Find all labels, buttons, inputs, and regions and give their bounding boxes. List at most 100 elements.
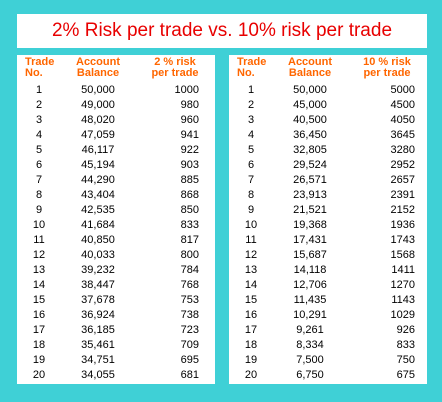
account-balance-cell: 47,059 xyxy=(81,129,115,141)
risk-amount-cell: 2657 xyxy=(390,174,415,186)
account-balance-cell: 45,194 xyxy=(81,159,115,171)
account-balance-cell: 6,750 xyxy=(296,369,324,381)
trade-no-cell: 11 xyxy=(33,234,45,246)
account-balance-cell: 8,334 xyxy=(296,339,324,351)
risk-amount-cell: 738 xyxy=(180,309,199,321)
right-table-header-row: Trade No. Account Balance 10 % risk per … xyxy=(229,55,427,83)
risk-amount-cell: 1270 xyxy=(390,279,415,291)
account-balance-cell: 40,850 xyxy=(81,234,115,246)
risk-amount-cell: 3645 xyxy=(390,129,415,141)
trade-no-cell: 20 xyxy=(32,369,46,381)
account-balance-cell: 36,450 xyxy=(293,129,327,141)
trade-no-cell: 12 xyxy=(32,249,46,261)
table-row: 15 11,435 1143 xyxy=(229,293,427,308)
account-balance-cell: 43,404 xyxy=(81,189,115,201)
account-balance-cell: 14,118 xyxy=(293,264,327,276)
risk-amount-cell: 817 xyxy=(180,234,199,246)
risk-amount-cell: 960 xyxy=(180,114,199,126)
trade-no-cell: 14 xyxy=(32,279,46,291)
table-row: 3 40,500 4050 xyxy=(229,113,427,128)
account-balance-cell: 32,805 xyxy=(293,144,327,156)
left-table-panel: Trade No. Account Balance 2 % risk per t… xyxy=(17,55,215,384)
table-row: 15 37,678 753 xyxy=(17,293,215,308)
risk-amount-cell: 1936 xyxy=(390,219,415,231)
account-balance-cell: 36,185 xyxy=(81,324,115,336)
table-row: 7 26,571 2657 xyxy=(229,173,427,188)
table-row: 20 34,055 681 xyxy=(17,368,215,383)
risk-amount-cell: 1568 xyxy=(390,249,415,261)
trade-no-cell: 8 xyxy=(247,189,255,201)
trade-no-cell: 2 xyxy=(35,99,43,111)
risk-amount-cell: 941 xyxy=(180,129,199,141)
left-table-body: 1 50,000 1000 2 49,000 980 3 48,020 960 4 47,059 94… xyxy=(17,83,215,383)
trade-no-cell: 4 xyxy=(35,129,43,141)
trade-no-cell: 16 xyxy=(32,309,46,321)
table-row: 8 43,404 868 xyxy=(17,188,215,203)
risk-amount-cell: 4050 xyxy=(390,114,415,126)
risk-amount-cell: 768 xyxy=(180,279,199,291)
account-balance-cell: 40,500 xyxy=(293,114,327,126)
risk-amount-cell: 2952 xyxy=(390,159,415,171)
account-balance-cell: 9,261 xyxy=(296,324,324,336)
trade-no-cell: 7 xyxy=(247,174,255,186)
table-row: 9 42,535 850 xyxy=(17,203,215,218)
account-balance-cell: 26,571 xyxy=(293,174,327,186)
left-table-header-row: Trade No. Account Balance 2 % risk per t… xyxy=(17,55,215,83)
trade-no-cell: 17 xyxy=(244,324,258,336)
trade-no-cell: 13 xyxy=(32,264,46,276)
risk-amount-cell: 753 xyxy=(180,294,199,306)
right-header-risk-line2: per trade xyxy=(363,67,411,79)
table-row: 19 34,751 695 xyxy=(17,353,215,368)
table-row: 5 32,805 3280 xyxy=(229,143,427,158)
table-row: 1 50,000 5000 xyxy=(229,83,427,98)
trade-no-cell: 18 xyxy=(244,339,258,351)
right-header-trade-no: Trade No. xyxy=(229,55,273,83)
account-balance-cell: 39,232 xyxy=(81,264,115,276)
risk-amount-cell: 903 xyxy=(180,159,199,171)
table-row: 20 6,750 675 xyxy=(229,368,427,383)
left-header-account-line2: Balance xyxy=(76,67,120,79)
risk-amount-cell: 833 xyxy=(180,219,199,231)
account-balance-cell: 7,500 xyxy=(296,354,324,366)
trade-no-cell: 18 xyxy=(32,339,46,351)
page-title: 2% Risk per trade vs. 10% risk per trade xyxy=(51,20,393,41)
trade-no-cell: 3 xyxy=(35,114,43,126)
left-header-risk-per-trade: 2 % risk per trade xyxy=(135,55,215,83)
table-row: 5 46,117 922 xyxy=(17,143,215,158)
account-balance-cell: 40,033 xyxy=(81,249,115,261)
table-row: 18 8,334 833 xyxy=(229,338,427,353)
risk-amount-cell: 709 xyxy=(180,339,199,351)
trade-no-cell: 9 xyxy=(247,204,255,216)
account-balance-cell: 35,461 xyxy=(81,339,115,351)
account-balance-cell: 46,117 xyxy=(81,144,115,156)
left-header-account-balance: Account Balance xyxy=(61,55,135,83)
account-balance-cell: 11,435 xyxy=(293,294,327,306)
right-header-account-balance: Account Balance xyxy=(273,55,347,83)
table-row: 2 49,000 980 xyxy=(17,98,215,113)
table-row: 17 9,261 926 xyxy=(229,323,427,338)
right-header-account-line2: Balance xyxy=(288,67,332,79)
account-balance-cell: 45,000 xyxy=(293,99,327,111)
trade-no-cell: 7 xyxy=(35,174,43,186)
trade-no-cell: 6 xyxy=(35,159,43,171)
account-balance-cell: 23,913 xyxy=(293,189,327,201)
risk-amount-cell: 2391 xyxy=(390,189,415,201)
table-row: 8 23,913 2391 xyxy=(229,188,427,203)
table-row: 1 50,000 1000 xyxy=(17,83,215,98)
trade-no-cell: 19 xyxy=(32,354,46,366)
right-table-body: 1 50,000 5000 2 45,000 4500 3 40,500 4050 4 36,450… xyxy=(229,83,427,383)
right-header-trade-line1: Trade xyxy=(237,56,267,68)
account-balance-cell: 49,000 xyxy=(81,99,115,111)
left-risk-table: Trade No. Account Balance 2 % risk per t… xyxy=(17,55,215,383)
trade-no-cell: 8 xyxy=(35,189,43,201)
trade-no-cell: 17 xyxy=(32,324,46,336)
account-balance-cell: 21,521 xyxy=(293,204,327,216)
table-row: 11 17,431 1743 xyxy=(229,233,427,248)
account-balance-cell: 10,291 xyxy=(293,309,327,321)
table-row: 2 45,000 4500 xyxy=(229,98,427,113)
table-row: 19 7,500 750 xyxy=(229,353,427,368)
account-balance-cell: 36,924 xyxy=(81,309,115,321)
left-header-risk-line2: per trade xyxy=(151,67,199,79)
left-header-trade-line1: Trade xyxy=(25,56,55,68)
account-balance-cell: 41,684 xyxy=(81,219,115,231)
